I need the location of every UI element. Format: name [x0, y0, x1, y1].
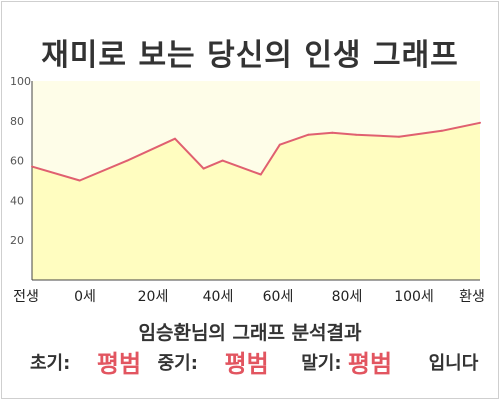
y-tick-label: 100 [10, 75, 31, 88]
data-point-12 [440, 129, 443, 132]
data-point-8 [307, 133, 310, 136]
x-tick-group: 전생 0세 20세 40세 60세 80세 100세 환생 [13, 289, 485, 305]
chart-title: 재미로 보는 당신의 인생 그래프 [41, 38, 459, 73]
result-subtitle: 임승환님의 그래프 분석결과 [138, 322, 362, 344]
data-point-4 [202, 167, 205, 170]
data-point-13 [479, 121, 481, 124]
data-point-0 [31, 165, 33, 168]
series-line [31, 121, 481, 182]
middle-grade: 평범 [224, 350, 269, 378]
data-point-3 [174, 137, 176, 140]
late-label: 말기: [301, 352, 342, 374]
x-tick-label: 40세 [203, 289, 234, 305]
data-point-6 [259, 173, 262, 176]
y-tick-label: 80 [10, 115, 24, 128]
data-point-5 [221, 159, 224, 162]
x-tick-label: 60세 [263, 289, 294, 305]
data-point-11 [398, 135, 400, 138]
y-tick-group: 20 40 60 80 100 [10, 75, 31, 247]
x-tick-label: 100세 [394, 289, 434, 305]
x-tick-label: 20세 [138, 289, 169, 305]
result-suffix: 입니다 [428, 352, 479, 374]
data-point-9 [331, 131, 334, 134]
late-grade: 평범 [347, 350, 393, 378]
data-point-1 [78, 179, 81, 182]
data-point-7 [278, 143, 281, 146]
x-tick-label: 0세 [74, 289, 96, 305]
middle-label: 중기: [157, 352, 198, 374]
y-tick-label: 40 [10, 194, 24, 207]
y-tick-label: 20 [10, 234, 24, 247]
x-tick-label: 80세 [332, 289, 363, 305]
data-point-group [31, 121, 481, 182]
x-tick-label: 환생 [459, 289, 485, 305]
early-label: 초기: [30, 352, 71, 374]
data-point-2 [126, 159, 129, 162]
data-point-10 [355, 133, 358, 136]
y-tick-label: 60 [10, 155, 24, 168]
early-grade: 평범 [96, 350, 142, 378]
result-line: 초기: 평범 중기: 평범 말기: 평범 입니다 [30, 344, 490, 379]
area-fill [32, 122, 480, 280]
x-tick-label: 전생 [13, 289, 39, 305]
